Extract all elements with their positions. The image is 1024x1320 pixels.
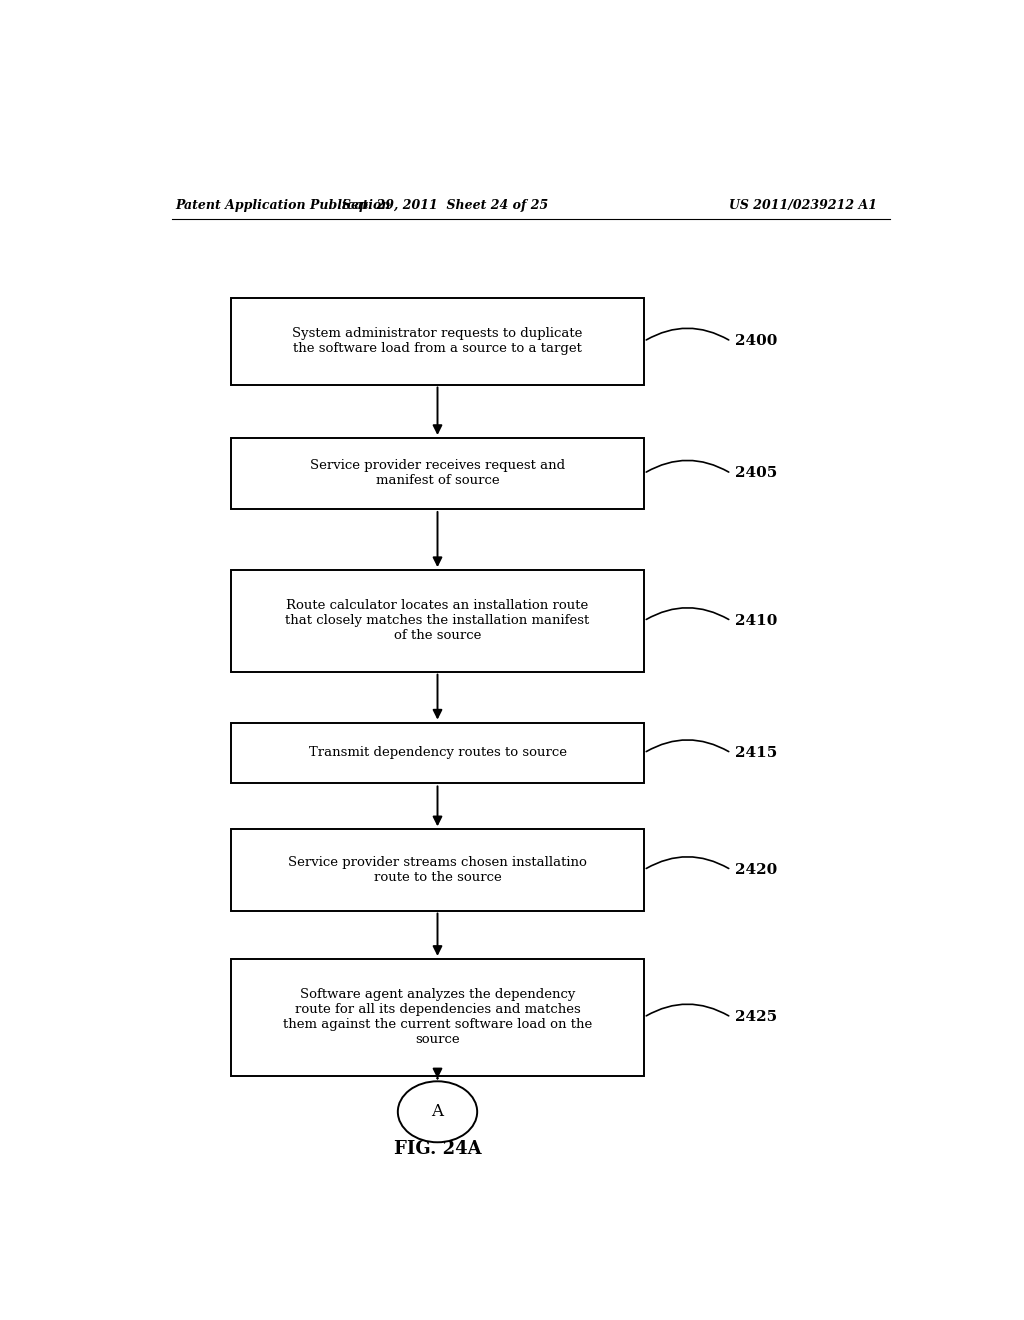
Bar bbox=[231, 298, 644, 384]
Bar bbox=[231, 570, 644, 672]
Text: 2425: 2425 bbox=[735, 1010, 777, 1024]
Text: 2410: 2410 bbox=[735, 614, 777, 628]
Text: 2415: 2415 bbox=[735, 746, 777, 760]
Text: 2420: 2420 bbox=[735, 863, 777, 876]
Text: Patent Application Publication: Patent Application Publication bbox=[176, 198, 391, 211]
Text: Service provider streams chosen installatino
route to the source: Service provider streams chosen installa… bbox=[288, 855, 587, 884]
Bar bbox=[231, 722, 644, 784]
Text: Service provider receives request and
manifest of source: Service provider receives request and ma… bbox=[310, 459, 565, 487]
Text: Sep. 29, 2011  Sheet 24 of 25: Sep. 29, 2011 Sheet 24 of 25 bbox=[342, 198, 549, 211]
Text: A: A bbox=[431, 1104, 443, 1121]
Text: System administrator requests to duplicate
the software load from a source to a : System administrator requests to duplica… bbox=[292, 327, 583, 355]
Bar bbox=[231, 438, 644, 510]
Ellipse shape bbox=[397, 1081, 477, 1142]
Bar bbox=[231, 829, 644, 911]
Text: FIG. 24A: FIG. 24A bbox=[393, 1140, 481, 1159]
Text: Route calculator locates an installation route
that closely matches the installa: Route calculator locates an installation… bbox=[286, 599, 590, 643]
Bar bbox=[231, 958, 644, 1076]
Text: Transmit dependency routes to source: Transmit dependency routes to source bbox=[308, 747, 566, 759]
Text: US 2011/0239212 A1: US 2011/0239212 A1 bbox=[728, 198, 877, 211]
Text: Software agent analyzes the dependency
route for all its dependencies and matche: Software agent analyzes the dependency r… bbox=[283, 989, 592, 1047]
Text: 2400: 2400 bbox=[735, 334, 777, 348]
Text: 2405: 2405 bbox=[735, 466, 777, 480]
